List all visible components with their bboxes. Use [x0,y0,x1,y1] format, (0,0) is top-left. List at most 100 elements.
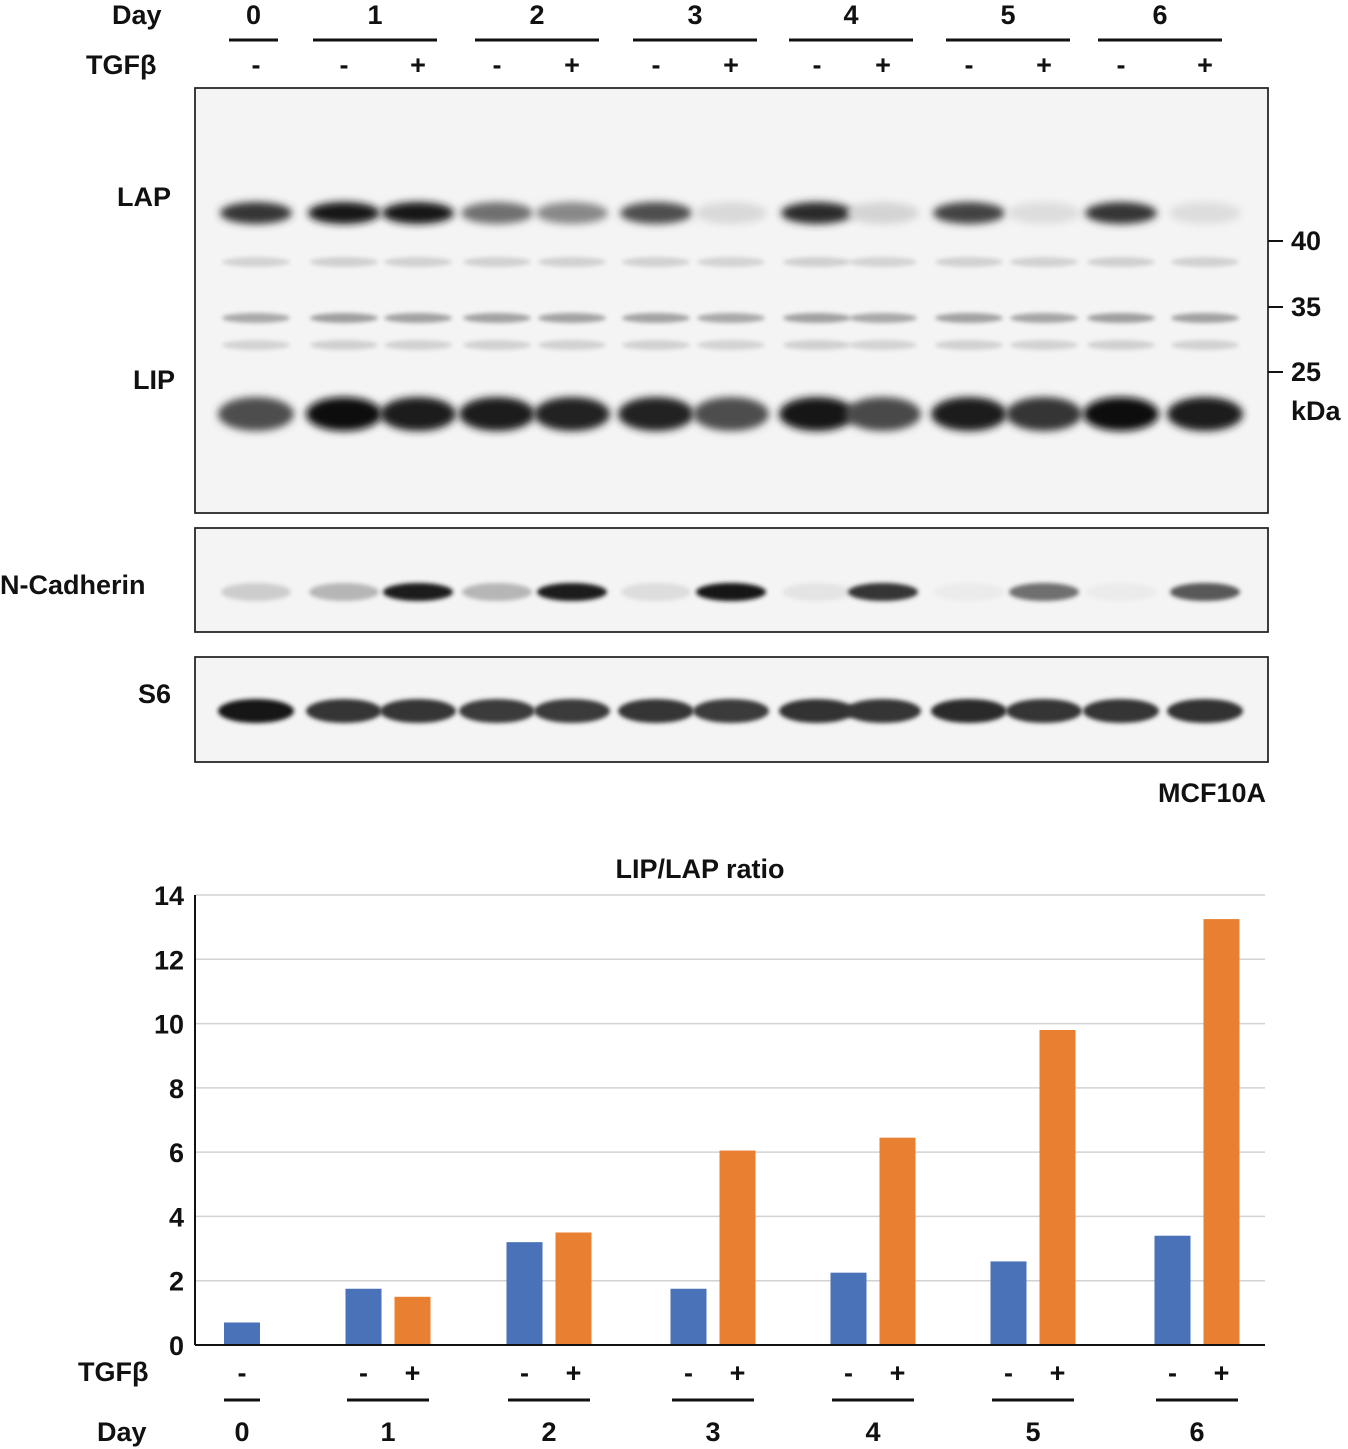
blot-panel-lap-lip: LAP LIP [117,87,1269,514]
faint-band [849,313,917,323]
lap-band [536,202,608,224]
chart-axes [194,895,1265,1346]
faint-band [222,313,290,323]
blot-day-3: 3 [687,0,702,30]
blot-day-4: 4 [843,0,858,30]
ncad-band [934,583,1004,601]
s6-band [218,699,294,723]
lip-band [459,397,535,431]
s6-band [459,699,535,723]
faint-band [935,313,1003,323]
blot-lane-sign: + [410,50,426,80]
blot-panel-s6: S6 [138,656,1269,763]
faint-band [697,340,765,350]
ncad-band [309,583,379,601]
y-tick-label: 4 [169,1202,184,1232]
x-category-label: 4 [865,1417,880,1447]
bar-day-2-tgf-minus [506,1242,543,1345]
s6-band [1167,699,1243,723]
chart-day-label: Day [97,1417,147,1447]
blot-lane-sign: + [875,50,891,80]
chart-lane-sign: + [1214,1358,1230,1388]
bar-day-4-tgf-minus [830,1272,867,1345]
s6-band [845,699,921,723]
y-axis-ticks: 0 2 4 6 8 10 12 14 [154,881,184,1361]
lap-band [1008,202,1080,224]
s6-band [306,699,382,723]
chart-lane-sign: + [730,1358,746,1388]
lip-band [380,397,456,431]
x-category-label: 0 [234,1417,249,1447]
lip-band [306,397,382,431]
marker-unit: kDa [1291,396,1342,426]
faint-band [697,313,765,323]
faint-bands [222,257,1239,350]
blot-panel-ncadherin: N-Cadherin [0,527,1269,633]
y-tick-label: 2 [169,1267,184,1297]
lip-bands [218,397,1243,431]
ncad-band [1170,583,1240,601]
s6-band [693,699,769,723]
lip-band [693,397,769,431]
s6-band [534,699,610,723]
s6-band [618,699,694,723]
faint-band [463,257,531,267]
faint-band [935,257,1003,267]
bar-day-6-tgf-plus [1203,919,1240,1345]
cell-line-label: MCF10A [1158,778,1266,808]
lap-band [461,202,533,224]
chart-lane-sign: - [844,1358,853,1388]
blot-header: Day TGFβ 0 1 2 3 4 5 6 - - + - + - + - + - + - + [86,0,1222,80]
s6-label: S6 [138,679,171,709]
faint-band [538,313,606,323]
faint-band [1087,340,1155,350]
marker-40: 40 [1291,226,1321,256]
lip-band [779,397,855,431]
s6-band [779,699,855,723]
faint-band [1087,257,1155,267]
bar-day-5-tgf-minus [990,1261,1027,1345]
ncad-band [537,583,607,601]
lap-bands [220,202,1241,224]
s6-band [1083,699,1159,723]
blot-lane-sign: + [1197,50,1213,80]
blot-lane-sign: + [723,50,739,80]
lap-band [933,202,1005,224]
bar-day-1-tgf-minus [345,1288,382,1345]
lap-band [620,202,692,224]
faint-band [384,340,452,350]
faint-band [384,313,452,323]
blot-lane-sign: - [965,50,974,80]
lip-band [1006,397,1082,431]
bar-day-6-tgf-minus [1154,1235,1191,1345]
lap-band [695,202,767,224]
chart-lane-sign: + [566,1358,582,1388]
y-tick-label: 14 [154,881,184,911]
lap-band [781,202,853,224]
ncad-band [696,583,766,601]
lip-band [931,397,1007,431]
blot-lane-signs: - - + - + - + - + - + - + [252,50,1213,80]
x-category-label: 1 [380,1417,395,1447]
lip-band [1083,397,1159,431]
faint-band [538,340,606,350]
lap-band [382,202,454,224]
s6-bands [218,699,1243,723]
ncad-band [1009,583,1079,601]
chart-lane-sign: - [359,1358,368,1388]
x-category-label: 3 [705,1417,720,1447]
faint-band [310,313,378,323]
faint-band [310,340,378,350]
ncad-band [383,583,453,601]
ncad-band [848,583,918,601]
y-tick-label: 12 [154,945,184,975]
chart-lane-sign: - [238,1358,247,1388]
faint-band [1171,257,1239,267]
chart-bars [224,919,1240,1345]
faint-band [622,313,690,323]
faint-band [1010,313,1078,323]
bar-day-3-tgf-plus [719,1150,756,1345]
x-category-label: 2 [541,1417,556,1447]
faint-band [463,313,531,323]
